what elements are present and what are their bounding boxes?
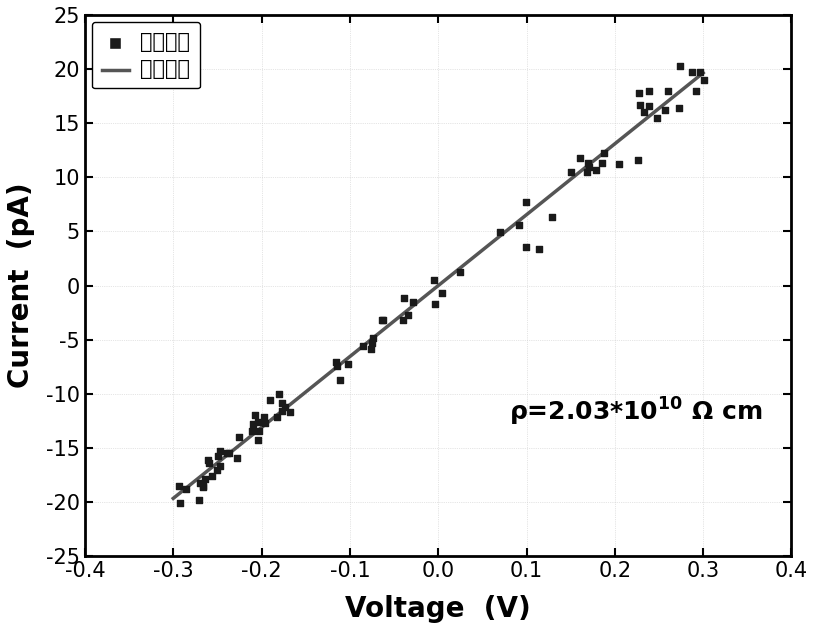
- Point: [356, 341, 369, 352]
- Point: [519, 197, 532, 207]
- Point: [329, 357, 342, 367]
- Point: [435, 288, 448, 298]
- Legend: 实验数据, 拟合结果: 实验数据, 拟合结果: [92, 22, 200, 88]
- Point: [427, 275, 440, 285]
- Point: [546, 212, 559, 222]
- Point: [429, 299, 442, 309]
- Point: [231, 454, 244, 464]
- Point: [694, 67, 707, 77]
- Point: [272, 389, 285, 399]
- Point: [212, 450, 225, 461]
- Point: [377, 316, 390, 326]
- Point: [333, 375, 346, 385]
- Point: [247, 419, 260, 429]
- Point: [406, 297, 419, 307]
- Point: [367, 333, 380, 343]
- Point: [590, 166, 603, 176]
- Point: [685, 67, 698, 77]
- Text: $\mathbf{\rho}$=2.03*10$\mathbf{^{10}}$ $\mathbf{\Omega}$ cm: $\mathbf{\rho}$=2.03*10$\mathbf{^{10}}$ …: [509, 396, 762, 428]
- Point: [275, 406, 289, 416]
- Point: [651, 113, 664, 123]
- Point: [341, 358, 355, 369]
- Point: [249, 410, 262, 420]
- Point: [637, 106, 650, 117]
- Point: [398, 292, 411, 302]
- Point: [643, 86, 656, 96]
- Point: [573, 153, 586, 163]
- Point: [632, 88, 645, 98]
- Point: [253, 426, 266, 436]
- Point: [202, 458, 215, 468]
- Point: [512, 220, 525, 230]
- Point: [689, 86, 703, 96]
- Point: [564, 168, 577, 178]
- Point: [396, 314, 409, 324]
- Point: [220, 449, 233, 459]
- Point: [222, 449, 235, 459]
- Point: [214, 446, 227, 456]
- Point: [173, 498, 186, 508]
- Point: [275, 398, 289, 408]
- Point: [257, 412, 270, 422]
- Point: [454, 266, 467, 277]
- Point: [252, 416, 265, 427]
- Point: [270, 411, 283, 421]
- Point: [197, 482, 210, 492]
- Point: [632, 155, 645, 165]
- Point: [612, 159, 625, 169]
- Point: [202, 455, 215, 465]
- Point: [662, 86, 675, 96]
- Point: [252, 435, 265, 445]
- Point: [284, 407, 297, 417]
- Point: [246, 425, 259, 435]
- Point: [330, 360, 343, 370]
- Point: [532, 244, 545, 254]
- Point: [172, 481, 185, 491]
- Point: [698, 75, 711, 85]
- Point: [205, 471, 218, 481]
- Point: [597, 147, 610, 158]
- Point: [633, 100, 646, 110]
- Point: [366, 338, 379, 348]
- Point: [581, 158, 594, 168]
- Point: [402, 310, 415, 320]
- Point: [674, 60, 687, 71]
- Point: [279, 403, 292, 413]
- Point: [583, 163, 596, 173]
- Point: [659, 105, 672, 115]
- Point: [194, 478, 207, 488]
- Y-axis label: Current  (pA): Current (pA): [7, 183, 35, 389]
- Point: [364, 343, 377, 353]
- X-axis label: Voltage  (V): Voltage (V): [346, 595, 531, 623]
- Point: [493, 227, 506, 237]
- Point: [198, 474, 211, 484]
- Point: [376, 315, 389, 325]
- Point: [520, 242, 533, 252]
- Point: [233, 432, 246, 442]
- Point: [197, 481, 210, 491]
- Point: [210, 466, 223, 476]
- Point: [263, 395, 276, 405]
- Point: [672, 103, 685, 113]
- Point: [580, 166, 593, 176]
- Point: [258, 418, 271, 428]
- Point: [179, 484, 192, 494]
- Point: [642, 101, 655, 111]
- Point: [192, 495, 205, 505]
- Point: [595, 158, 608, 168]
- Point: [214, 461, 227, 471]
